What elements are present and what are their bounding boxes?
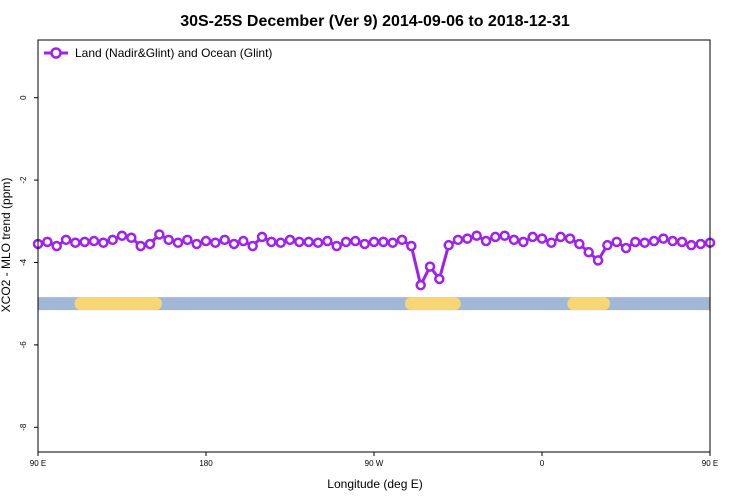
data-point [116,230,128,241]
x-tick-label: 90 E [702,459,718,468]
data-point [443,239,454,251]
data-point [172,237,184,248]
y-axis-label: XCO2 - MLO trend (ppm) [0,178,13,313]
data-point [592,255,604,266]
data-point [620,242,632,254]
data-point [648,235,660,247]
y-tick-label: 0 [19,95,28,100]
data-point [294,236,305,248]
data-point [98,237,109,248]
data-point [536,233,548,244]
y-tick-label: -4 [19,258,28,266]
data-point [88,235,100,247]
x-axis-label: Longitude (deg E) [327,477,422,491]
data-point [228,238,240,250]
data-point [275,237,286,248]
data-point [667,235,678,247]
data-point [303,236,314,248]
data-point [331,240,342,252]
data-point [686,239,697,251]
x-tick-label: 90 W [365,459,384,468]
legend-marker-swatch [50,47,62,59]
data-point [658,233,669,244]
chart-title: 30S-25S December (Ver 9) 2014-09-06 to 2… [180,13,570,30]
data-point [695,238,706,250]
data-point [639,237,650,248]
data-point [210,237,221,248]
y-tick-label: -8 [19,423,28,431]
data-point [107,234,118,246]
data-point [490,231,501,243]
data-point [480,235,492,247]
data-point [583,246,594,258]
data-point [434,273,445,285]
y-tick-label: -6 [19,341,28,349]
data-point [182,234,193,246]
data-point [546,237,557,248]
data-point [238,235,249,247]
data-point [676,236,688,248]
data-point [144,238,156,250]
data-point [200,235,212,247]
data-point [312,237,324,248]
legend-entry: Land (Nadir&Glint) and Ocean (Glint) [75,46,272,60]
data-point [424,261,436,272]
x-tick-label: 0 [540,459,545,468]
data-point [60,234,72,246]
data-point [555,231,566,243]
data-point [415,279,426,291]
data-point [42,236,53,248]
data-point [499,230,510,241]
data-point [126,232,137,244]
data-point [406,240,417,252]
data-point [378,236,389,248]
legend: Land (Nadir&Glint) and Ocean (Glint) [44,46,272,60]
data-point [340,236,352,248]
axes: 90 E 180 90 W 0 90 E 0 -2 -4 -6 -8 [19,95,718,468]
data-point [471,230,482,241]
data-point [284,234,296,246]
data-point [387,237,398,248]
data-point [508,234,520,246]
data-point [527,231,538,243]
plot-frame [37,39,711,453]
data-point [51,240,62,252]
data-point [574,238,585,250]
data-point [191,238,202,250]
y-tick-label: -2 [19,176,28,184]
data-point [518,236,529,248]
data-point [611,236,622,248]
data-point [452,234,464,246]
data-point [247,240,258,252]
x-tick-label: 180 [199,459,213,468]
data-point [79,236,90,248]
data-point [135,240,146,252]
data-point [462,233,473,244]
data-point [256,231,268,243]
data-point [163,234,174,246]
data-point [602,239,613,251]
data-point [368,236,380,248]
x-tick-label: 90 E [30,459,46,468]
data-point [266,236,277,248]
data-point [359,238,370,250]
data-point [350,235,361,247]
data-point [630,236,641,248]
data-point [322,235,333,247]
data-series [32,229,716,291]
data-point [70,237,81,248]
data-point [219,234,230,246]
data-point [564,233,576,244]
data-point [154,229,165,240]
data-point [396,234,408,246]
